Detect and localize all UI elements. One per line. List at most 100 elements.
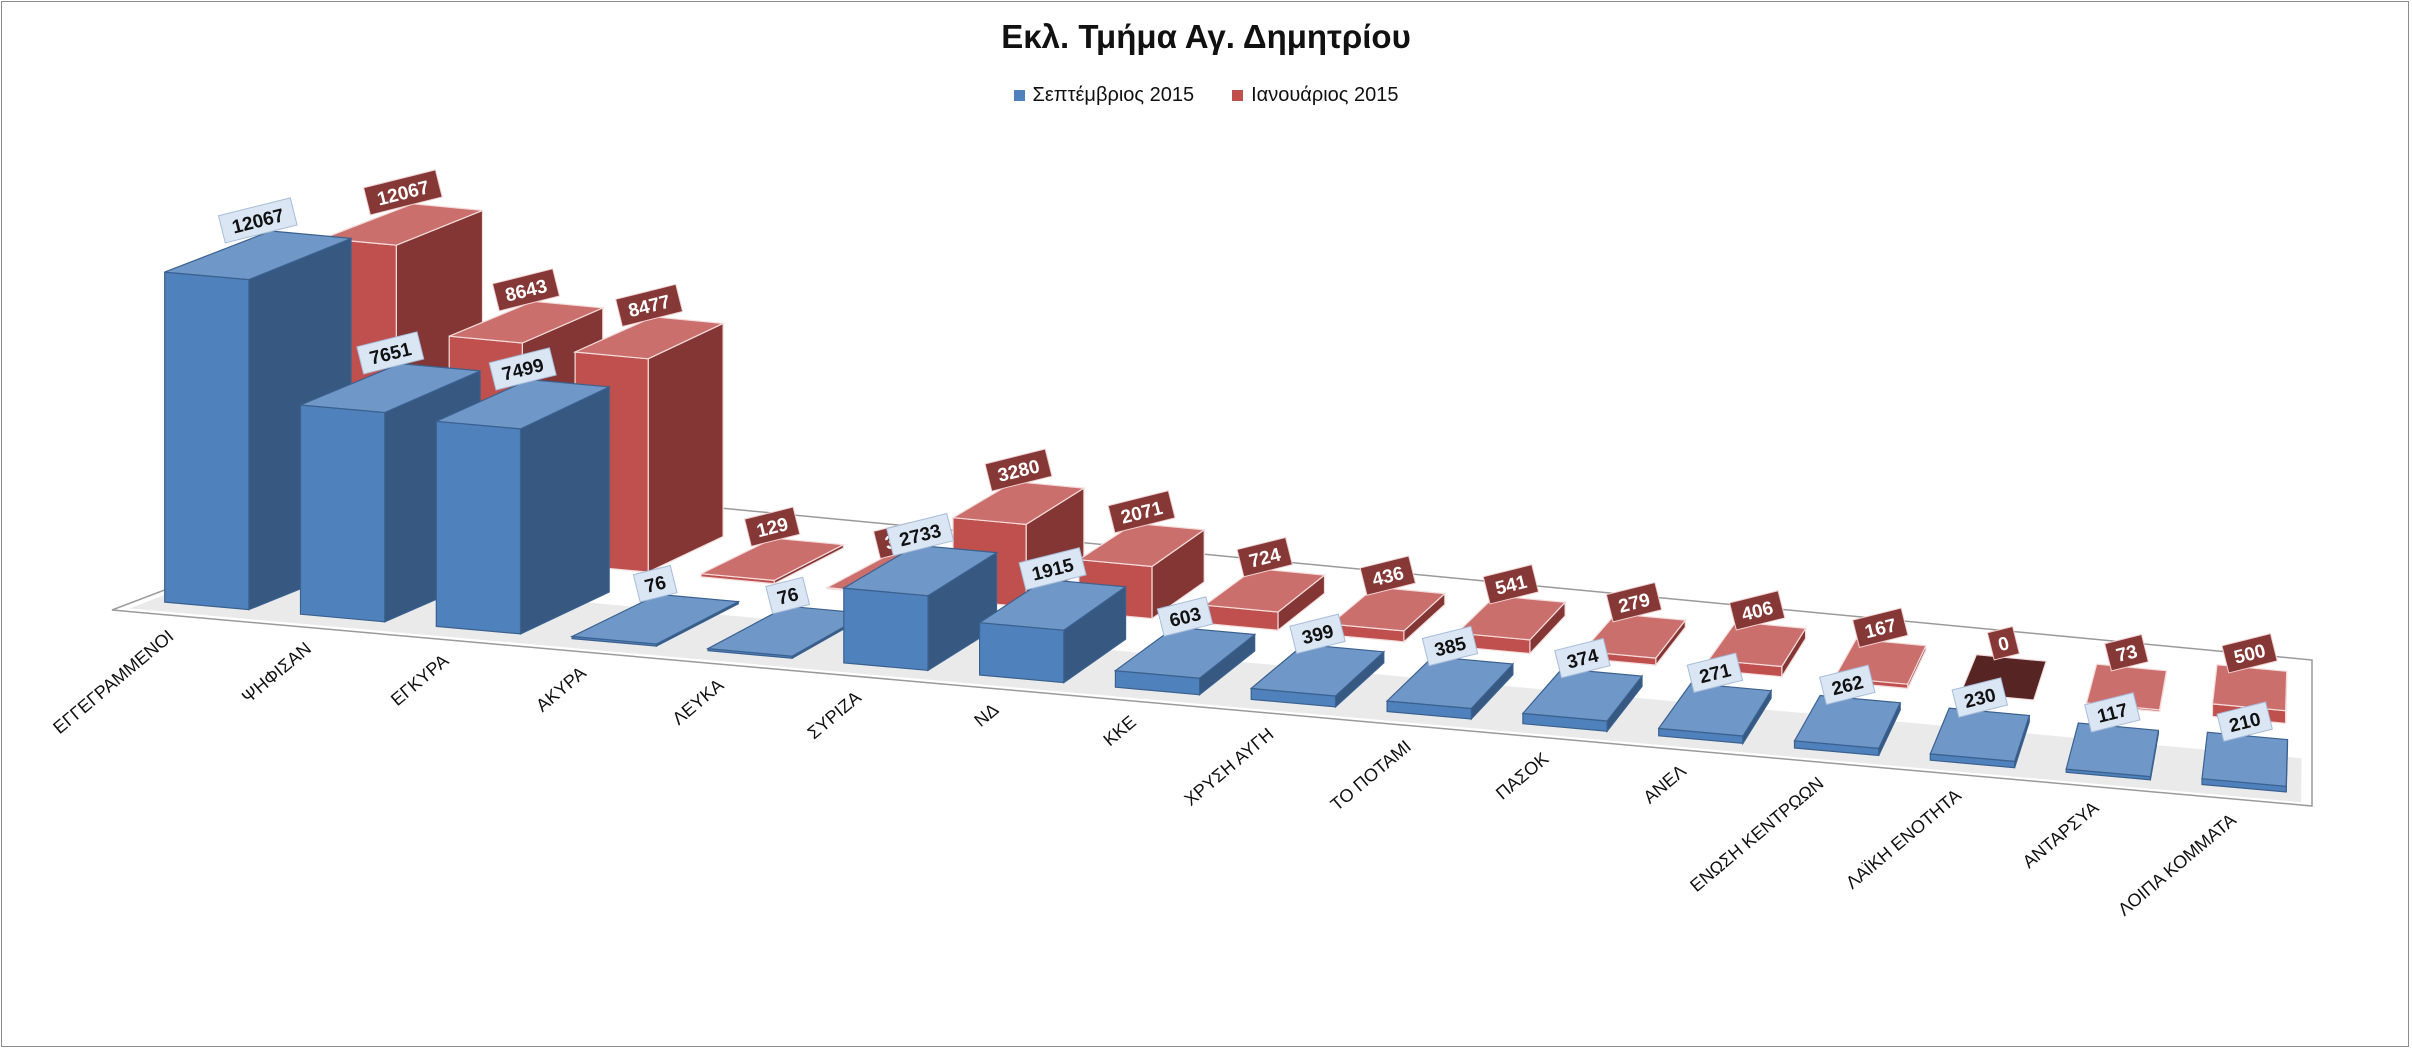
data-label-box (2104, 633, 2149, 672)
bar-front (299, 404, 386, 623)
data-label-series-2-7: 724 (1236, 536, 1293, 578)
bar-series-2-12 (1833, 638, 1927, 690)
data-label-box (491, 268, 561, 312)
data-label-text: 76 (643, 572, 669, 597)
bar-series-1-2 (433, 378, 612, 635)
bar-top (433, 378, 612, 430)
bar-top (300, 362, 481, 414)
bar-series-1-3 (569, 593, 741, 648)
data-label-box (1018, 547, 1087, 591)
bar-top (1249, 643, 1386, 697)
bar-top (1657, 682, 1773, 737)
data-label-box (615, 283, 684, 328)
data-label-box (1107, 490, 1176, 534)
bar-top (1203, 567, 1327, 613)
data-label-series-1-13: 230 (1951, 677, 2009, 718)
data-label-box (1819, 664, 1876, 706)
bar-top (2201, 731, 2289, 787)
data-label-box (1686, 652, 1744, 693)
bar-top (448, 300, 606, 344)
data-label-box (2084, 692, 2141, 733)
bar-series-1-5 (841, 544, 999, 672)
data-label-series-2-10: 279 (1605, 581, 1663, 623)
data-label-box (1359, 555, 1417, 596)
bar-top (1077, 522, 1206, 568)
category-label-5: ΣΥΡΙΖΑ (804, 687, 865, 743)
data-label-box (1951, 677, 2009, 718)
data-label-series-2-3: 129 (743, 506, 801, 547)
data-label-box (1554, 637, 1611, 679)
bar-top (1521, 668, 1644, 722)
bar-top (1581, 613, 1687, 659)
data-label-series-1-14: 117 (2084, 692, 2141, 733)
data-label-box (1156, 596, 1214, 637)
data-label-series-1-15: 210 (2216, 701, 2273, 742)
category-label-6: ΝΔ (970, 699, 1002, 730)
category-label-4: ΛΕΥΚΑ (669, 675, 728, 729)
bar-top (951, 480, 1086, 526)
bar-top (164, 230, 352, 281)
data-label-box (632, 564, 678, 603)
data-label-series-1-10: 374 (1554, 637, 1611, 679)
bar-top (977, 578, 1128, 631)
category-label-12: ΕΝΩΣΗ ΚΕΝΤΡΩΩΝ (1686, 773, 1827, 896)
data-label-series-1-11: 271 (1686, 652, 1744, 693)
data-label-box (1482, 564, 1540, 605)
bar-top (2211, 664, 2288, 712)
data-label-box (1289, 613, 1346, 655)
chart-title: Εκλ. Τμήμα Αγ. Δημητρίου (1001, 18, 1411, 55)
bar-side (647, 322, 724, 574)
data-label-box (356, 331, 425, 375)
bar-top (569, 593, 741, 645)
data-label-series-2-9: 541 (1482, 564, 1540, 605)
bar-front (435, 420, 522, 635)
data-label-series-2-12: 167 (1852, 607, 1909, 648)
bar-series-1-12 (1793, 694, 1902, 757)
category-label-8: ΧΡΥΣΗ ΑΥΓΗ (1180, 724, 1277, 810)
legend-swatch-series-1 (1013, 90, 1025, 101)
category-label-15: ΛΟΙΠΑ ΚΟΜΜΑΤΑ (2114, 810, 2240, 920)
category-label-13: ΛΑΪΚΗ ΕΝΟΤΗΤΑ (1842, 785, 1965, 893)
bar-series-1-9 (1385, 656, 1515, 721)
legend-item-series-1: Σεπτέμβριος 2015 (1013, 84, 1194, 107)
bar-series-1-7 (1113, 626, 1257, 696)
category-label-0: ΕΓΓΕΓΡΑΜΜΕΝΟΙ (49, 626, 177, 738)
data-label-box (2216, 701, 2273, 742)
category-label-9: ΤΟ ΠΟΤΑΜΙ (1327, 736, 1415, 815)
chart-legend: Σεπτέμβριος 2015 Ιανουάριος 2015 (0, 84, 2412, 107)
data-label-box (1421, 625, 1479, 667)
bar-top (2065, 722, 2160, 778)
bar-top (1113, 626, 1257, 679)
data-label-series-1-5: 2733 (886, 512, 955, 557)
bar-top (1793, 694, 1902, 750)
data-label-series-1-9: 385 (1421, 625, 1479, 667)
bar-series-1-8 (1249, 643, 1386, 709)
bar-top (1385, 656, 1515, 710)
bar-series-1-6 (977, 578, 1128, 684)
bar-top (1929, 707, 2031, 763)
bar-front (164, 271, 250, 611)
data-label-box (2221, 633, 2278, 674)
category-label-10: ΠΑΣΟΚ (1492, 748, 1552, 803)
data-label-box (886, 512, 955, 557)
data-label-series-1-12: 262 (1819, 664, 1876, 706)
data-label-series-1-7: 603 (1156, 596, 1214, 637)
data-label-series-1-4: 76 (765, 576, 811, 615)
data-label-text: 76 (775, 584, 801, 609)
bar-series-1-11 (1657, 682, 1773, 746)
category-label-14: ΑΝΤΑΡΣΥΑ (2019, 797, 2103, 872)
data-label-box (363, 169, 443, 216)
data-label-box (984, 448, 1053, 492)
bar-top (841, 544, 999, 597)
legend-swatch-series-2 (1232, 90, 1244, 101)
bar-series-1-14 (2065, 722, 2160, 781)
data-label-text: 0 (1996, 633, 2011, 656)
data-label-box (1728, 590, 1786, 631)
bar-series-1-15 (2201, 731, 2289, 793)
data-label-series-1-8: 399 (1289, 613, 1346, 655)
bar-series-2-8 (1329, 586, 1447, 644)
data-label-series-2-15: 500 (2221, 633, 2278, 674)
bar-side (519, 385, 610, 635)
data-label-series-2-13: 0 (1986, 625, 2021, 661)
